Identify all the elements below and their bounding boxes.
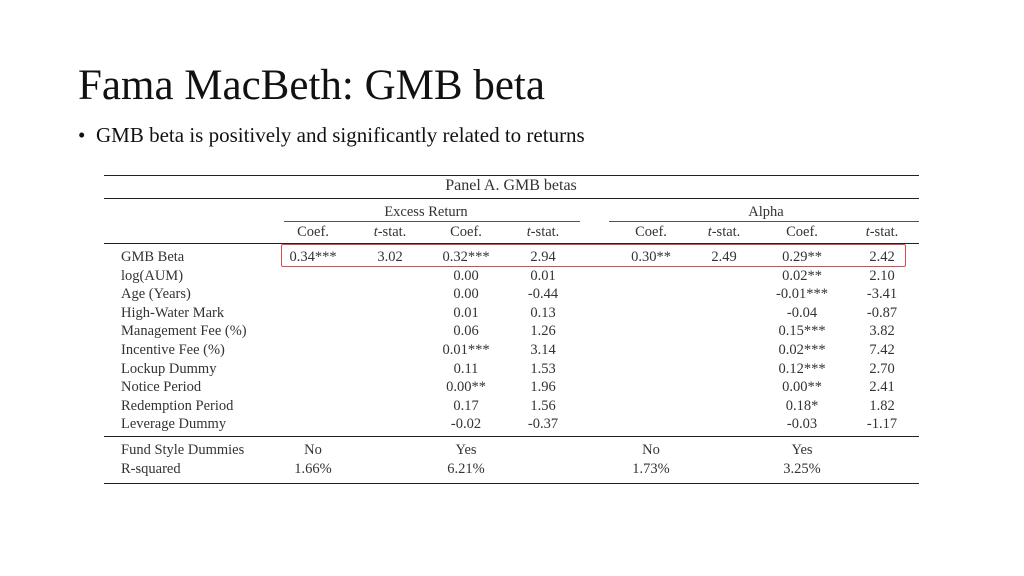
- bullet-point: • GMB beta is positively and significantl…: [78, 121, 585, 149]
- table-cell: 1.82: [869, 397, 895, 414]
- table-cell: -0.87: [866, 304, 898, 321]
- body-rule: [104, 436, 919, 437]
- row-label: Lockup Dummy: [121, 360, 217, 377]
- row-label: Notice Period: [121, 379, 202, 396]
- column-header: t-stat.: [373, 224, 407, 240]
- footer-cell: 1.73%: [632, 461, 670, 477]
- table-cell: -3.41: [866, 286, 898, 303]
- table-cell: -0.37: [527, 416, 559, 433]
- table-cell: 0.29**: [782, 249, 822, 265]
- table-bottom-rule: [104, 483, 919, 484]
- group-underline-excess-return: [284, 221, 580, 222]
- table-cell: 2.10: [869, 267, 895, 284]
- table-cell: 0.01***: [442, 342, 490, 358]
- footer-row-label: R-squared: [121, 461, 181, 477]
- table-cell: 0.18*: [785, 397, 819, 414]
- group-header-excess-return: Excess Return: [384, 204, 468, 220]
- row-label: High-Water Mark: [121, 304, 225, 321]
- table-cell: 2.94: [530, 249, 556, 265]
- table-cell: -0.02: [450, 416, 482, 433]
- table-cell: -0.01***: [776, 286, 828, 303]
- panel-rule: [104, 198, 919, 199]
- footer-cell: No: [304, 442, 322, 458]
- table-cell: 0.00: [453, 267, 479, 284]
- row-label: Management Fee (%): [121, 323, 247, 340]
- table-cell: 0.02**: [782, 267, 822, 284]
- table-cell: 0.34***: [289, 249, 337, 265]
- table-cell: 0.15***: [778, 323, 826, 340]
- row-label: Age (Years): [121, 286, 191, 303]
- table-cell: 0.17: [453, 397, 479, 414]
- table-cell: 0.06: [453, 323, 479, 340]
- footer-row-label: Fund Style Dummies: [121, 442, 245, 458]
- table-cell: 0.00**: [446, 379, 486, 396]
- table-cell: 3.14: [530, 342, 556, 358]
- table-cell: 0.30**: [631, 249, 671, 265]
- table-cell: -1.17: [866, 416, 898, 433]
- footer-cell: No: [642, 442, 660, 458]
- column-header: Coef.: [450, 224, 482, 240]
- table-cell: 3.02: [377, 249, 403, 265]
- bullet-dot: •: [78, 123, 86, 147]
- row-label: log(AUM): [121, 267, 184, 284]
- row-label: Incentive Fee (%): [121, 342, 225, 358]
- panel-title: Panel A. GMB betas: [445, 177, 577, 194]
- table-cell: 1.96: [530, 379, 556, 396]
- table-cell: -0.03: [786, 416, 818, 433]
- column-header: Coef.: [635, 224, 667, 240]
- table-cell: 0.01: [530, 267, 556, 284]
- footer-cell: 1.66%: [294, 461, 332, 477]
- table-cell: 0.32***: [442, 249, 490, 265]
- table-cell: 7.42: [869, 342, 895, 358]
- table-top-rule: [104, 175, 919, 176]
- table-cell: 2.70: [869, 360, 895, 377]
- table-cell: 0.12***: [778, 360, 826, 377]
- group-underline-alpha: [609, 221, 919, 222]
- slide-title: Fama MacBeth: GMB beta: [78, 62, 545, 109]
- table-cell: 3.82: [869, 323, 895, 340]
- column-header: Coef.: [297, 224, 329, 240]
- table-cell: 0.01: [453, 304, 479, 321]
- table-cell: 0.00: [453, 286, 479, 303]
- table-cell: 0.00**: [782, 379, 822, 396]
- highlight-box: [281, 244, 906, 267]
- row-label: Redemption Period: [121, 397, 234, 414]
- table-cell: 0.11: [453, 360, 479, 377]
- column-header: t-stat.: [526, 224, 560, 240]
- header-rule: [104, 243, 919, 244]
- column-header: Coef.: [786, 224, 818, 240]
- table-cell: 0.02***: [778, 342, 826, 358]
- group-header-alpha: Alpha: [748, 204, 784, 220]
- footer-cell: Yes: [455, 442, 477, 458]
- table-cell: 1.26: [530, 323, 556, 340]
- footer-cell: 3.25%: [783, 461, 821, 477]
- table-cell: -0.04: [786, 304, 818, 321]
- table-cell: 1.53: [530, 360, 556, 377]
- footer-cell: 6.21%: [447, 461, 485, 477]
- table-cell: -0.44: [527, 286, 559, 303]
- table-cell: 2.49: [711, 249, 737, 265]
- table-cell: 1.56: [530, 397, 556, 414]
- column-header: t-stat.: [865, 224, 899, 240]
- table-cell: 0.13: [530, 304, 556, 321]
- footer-cell: Yes: [791, 442, 813, 458]
- table-cell: 2.42: [869, 249, 895, 265]
- regression-table: Panel A. GMB betas Excess Return Alpha C…: [104, 175, 919, 484]
- bullet-text: GMB beta is positively and significantly…: [96, 123, 585, 147]
- table-cell: 2.41: [869, 379, 895, 396]
- row-label: GMB Beta: [121, 249, 185, 265]
- column-header: t-stat.: [707, 224, 741, 240]
- row-label: Leverage Dummy: [121, 416, 227, 433]
